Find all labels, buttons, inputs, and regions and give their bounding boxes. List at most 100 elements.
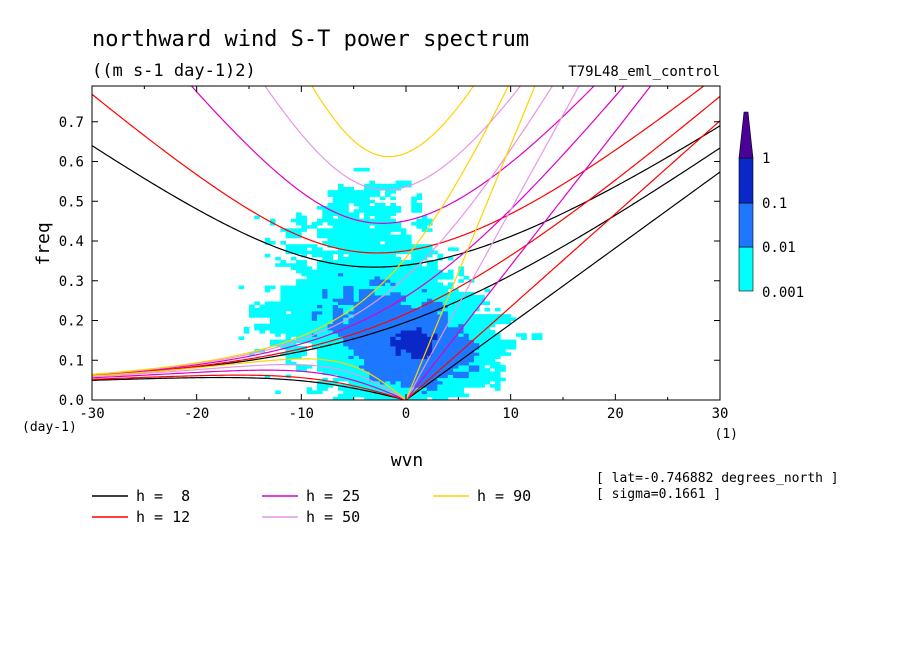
contour-cell bbox=[374, 225, 381, 229]
contour-cell bbox=[364, 342, 370, 347]
contour-cell bbox=[364, 244, 370, 248]
contour-cell bbox=[468, 323, 475, 328]
contour-cell bbox=[301, 282, 307, 286]
contour-cell bbox=[442, 365, 449, 369]
contour-cell bbox=[343, 345, 349, 350]
contour-cell bbox=[311, 330, 318, 334]
contour-cell bbox=[411, 288, 417, 293]
contour-cell bbox=[479, 358, 485, 363]
contour-cell bbox=[442, 330, 449, 334]
contour-cell bbox=[494, 333, 501, 337]
contour-cell bbox=[447, 330, 454, 334]
contour-cell bbox=[353, 361, 360, 366]
contour-cell bbox=[369, 298, 375, 302]
contour-cell bbox=[358, 317, 365, 321]
contour-cell bbox=[374, 295, 381, 299]
contour-cell bbox=[505, 314, 512, 318]
contour-cell bbox=[453, 393, 459, 398]
contour-cell bbox=[385, 336, 391, 340]
contour-cell bbox=[442, 390, 449, 395]
contour-cell bbox=[348, 275, 355, 280]
contour-cell bbox=[411, 295, 417, 299]
contour-cell bbox=[332, 349, 339, 353]
contour-cell bbox=[348, 190, 355, 194]
contour-cell bbox=[306, 225, 313, 229]
contour-cell bbox=[348, 368, 355, 372]
contour-cell bbox=[301, 218, 307, 223]
contour-cell bbox=[379, 368, 386, 372]
contour-cell bbox=[390, 266, 396, 271]
contour-cell bbox=[374, 380, 381, 385]
contour-cell bbox=[332, 225, 339, 229]
contour-cell bbox=[379, 314, 386, 318]
contour-cell bbox=[426, 269, 433, 274]
contour-cell bbox=[536, 336, 543, 340]
contour-cell bbox=[296, 352, 302, 356]
contour-cell bbox=[348, 396, 355, 400]
contour-cell bbox=[379, 304, 386, 309]
contour-cell bbox=[353, 301, 360, 306]
contour-cell bbox=[254, 310, 260, 315]
contour-cell bbox=[416, 260, 423, 264]
contour-cell bbox=[290, 307, 297, 312]
contour-cell bbox=[327, 380, 334, 385]
contour-cell bbox=[437, 355, 444, 360]
contour-cell bbox=[416, 384, 423, 388]
contour-cell bbox=[432, 272, 438, 277]
contour-cell bbox=[479, 361, 485, 366]
contour-cell bbox=[416, 349, 423, 353]
contour-cell bbox=[416, 387, 423, 391]
contour-cell bbox=[390, 263, 396, 267]
contour-cell bbox=[348, 358, 355, 363]
contour-cell bbox=[353, 380, 360, 385]
contour-cell bbox=[416, 314, 423, 318]
contour-cell bbox=[311, 253, 318, 258]
contour-cell bbox=[379, 371, 386, 375]
contour-cell bbox=[358, 365, 365, 369]
contour-cell bbox=[332, 190, 339, 194]
contour-cell bbox=[364, 298, 370, 302]
contour-cell bbox=[489, 345, 496, 350]
contour-cell bbox=[358, 218, 365, 223]
contour-cell bbox=[395, 358, 402, 363]
contour-cell bbox=[369, 282, 375, 286]
contour-cell bbox=[337, 215, 344, 220]
contour-cell bbox=[395, 266, 402, 271]
contour-cell bbox=[426, 317, 433, 321]
contour-cell bbox=[364, 291, 370, 296]
contour-cell bbox=[337, 231, 344, 236]
contour-cell bbox=[364, 199, 370, 204]
contour-cell bbox=[353, 256, 360, 261]
contour-cell bbox=[358, 247, 365, 251]
contour-cell bbox=[327, 256, 334, 261]
contour-cell bbox=[458, 384, 464, 388]
contour-cell bbox=[468, 352, 475, 356]
contour-cell bbox=[337, 393, 344, 398]
contour-cell bbox=[432, 263, 438, 267]
contour-cell bbox=[447, 384, 454, 388]
contour-cell bbox=[379, 352, 386, 356]
contour-cell bbox=[337, 256, 344, 261]
contour-cell bbox=[358, 266, 365, 271]
contour-cell bbox=[479, 384, 485, 388]
contour-cell bbox=[322, 355, 328, 360]
contour-cell bbox=[489, 377, 496, 382]
contour-cell bbox=[332, 282, 339, 286]
contour-cell bbox=[406, 317, 412, 321]
contour-cell bbox=[264, 374, 271, 379]
contour-cell bbox=[400, 180, 407, 185]
contour-cell bbox=[332, 342, 339, 347]
contour-cell bbox=[337, 279, 344, 283]
contour-cell bbox=[395, 209, 402, 213]
contour-cell bbox=[494, 380, 501, 385]
contour-cell bbox=[390, 396, 396, 400]
contour-cell bbox=[301, 368, 307, 372]
contour-cell bbox=[390, 291, 396, 296]
contour-cell bbox=[484, 368, 491, 372]
contour-cell bbox=[317, 253, 323, 258]
contour-cell bbox=[301, 310, 307, 315]
contour-cell bbox=[337, 186, 344, 191]
contour-cell bbox=[437, 361, 444, 366]
rossby-curve bbox=[92, 369, 407, 400]
contour-cell bbox=[301, 253, 307, 258]
